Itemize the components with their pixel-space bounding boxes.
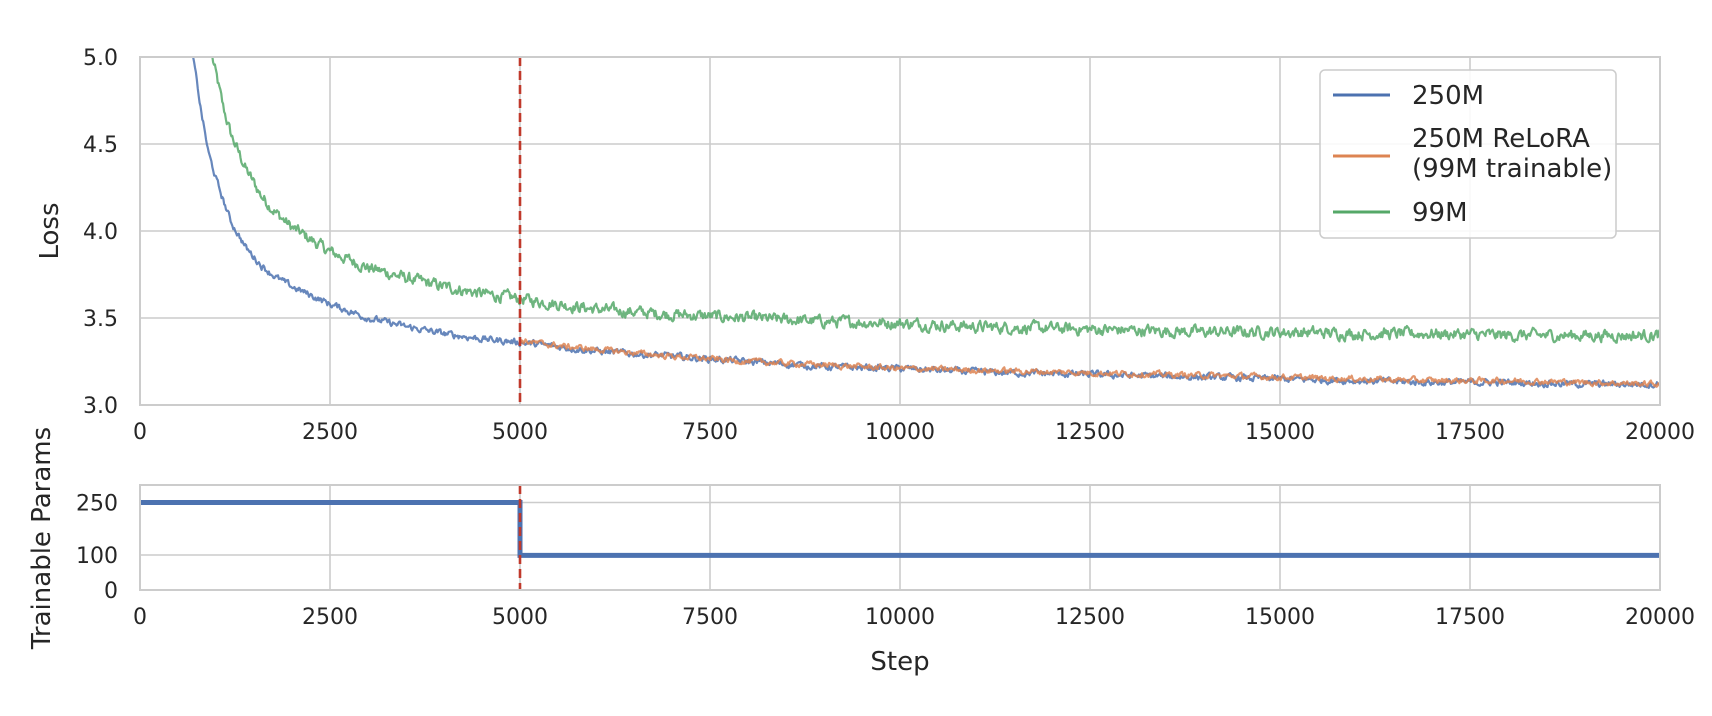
loss-y-tick-label: 5.0 <box>83 46 118 71</box>
loss-x-tick-label: 17500 <box>1435 420 1505 445</box>
params-plot-frame <box>139 484 1661 591</box>
legend-label-99m: 99M <box>1412 198 1468 228</box>
legend: 250M 250M ReLoRA (99M trainable) 99M <box>1319 69 1617 239</box>
params-x-tick-label: 17500 <box>1435 605 1505 630</box>
loss-y-tick-label: 3.5 <box>83 307 118 332</box>
params-x-tick-label: 2500 <box>302 605 358 630</box>
loss-x-tick-label: 2500 <box>302 420 358 445</box>
params-x-tick-label: 20000 <box>1625 605 1695 630</box>
loss-plot-frame <box>139 56 1661 406</box>
params-x-tick-label: 15000 <box>1245 605 1315 630</box>
params-y-axis-label: Trainable Params <box>27 427 57 650</box>
loss-x-tick-label: 0 <box>133 420 147 445</box>
params-y-ticks: 0 100 250 <box>76 492 118 605</box>
legend-label-line: 250M ReLoRA <box>1412 124 1590 154</box>
params-y-tick-label: 100 <box>76 544 118 569</box>
loss-x-tick-label: 12500 <box>1055 420 1125 445</box>
x-axis-label: Step <box>870 647 929 677</box>
loss-series-group <box>192 57 1660 389</box>
loss-panel: 0 2500 5000 7500 10000 12500 15000 17500 20000 3… <box>35 46 1695 445</box>
legend-label-250m-relora: 250M ReLoRA (99M trainable) <box>1412 124 1612 184</box>
series-99m-line <box>211 57 1660 344</box>
loss-x-tick-label: 5000 <box>492 420 548 445</box>
params-x-ticks: 0 2500 5000 7500 10000 12500 15000 17500 20000 <box>133 605 1695 630</box>
params-x-tick-label: 0 <box>133 605 147 630</box>
params-x-tick-label: 12500 <box>1055 605 1125 630</box>
loss-y-axis-label: Loss <box>35 202 65 259</box>
series-250m-relora-line <box>519 338 1660 388</box>
loss-y-tick-label: 4.5 <box>83 133 118 158</box>
params-x-tick-label: 10000 <box>865 605 935 630</box>
legend-box <box>1319 69 1617 239</box>
legend-label-250m: 250M <box>1412 81 1484 111</box>
loss-x-tick-label: 20000 <box>1625 420 1695 445</box>
legend-label-line: (99M trainable) <box>1412 154 1612 184</box>
params-y-tick-label: 0 <box>104 579 118 604</box>
loss-y-tick-label: 4.0 <box>83 220 118 245</box>
loss-y-ticks: 3.0 3.5 4.0 4.5 5.0 <box>83 46 118 419</box>
params-x-tick-label: 7500 <box>682 605 738 630</box>
loss-x-ticks: 0 2500 5000 7500 10000 12500 15000 17500 20000 <box>133 420 1695 445</box>
loss-x-tick-label: 7500 <box>682 420 738 445</box>
loss-x-tick-label: 10000 <box>865 420 935 445</box>
loss-x-tick-label: 15000 <box>1245 420 1315 445</box>
loss-y-tick-label: 3.0 <box>83 394 118 419</box>
params-x-tick-label: 5000 <box>492 605 548 630</box>
params-panel: 0 2500 5000 7500 10000 12500 15000 17500 20000 0… <box>27 427 1695 677</box>
params-y-tick-label: 250 <box>76 492 118 517</box>
